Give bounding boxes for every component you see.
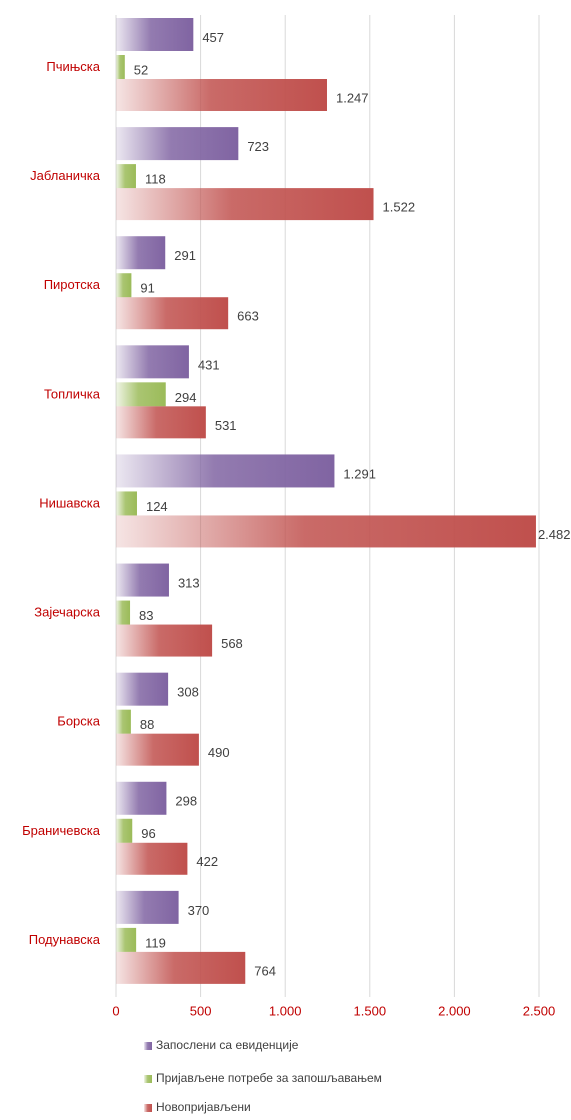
value-label: 119 (145, 935, 166, 950)
bar (116, 672, 169, 706)
x-tick-label: 2.500 (523, 1003, 556, 1018)
bar (116, 164, 136, 189)
category-label: Пиротска (44, 277, 101, 292)
value-label: 1.291 (343, 466, 376, 481)
value-label: 96 (141, 826, 155, 841)
value-label: 291 (174, 248, 196, 263)
value-label: 663 (237, 309, 259, 324)
bar (116, 236, 166, 270)
legend-swatch (144, 1075, 152, 1083)
bar (116, 515, 536, 548)
bar (116, 890, 179, 924)
value-label: 431 (198, 357, 220, 372)
bar (116, 273, 132, 298)
bar (116, 127, 239, 161)
value-label: 1.247 (336, 90, 369, 105)
bar (116, 18, 194, 51)
x-tick-label: 2.000 (438, 1003, 471, 1018)
value-label: 568 (221, 636, 243, 651)
category-label: Пчињска (46, 59, 100, 74)
bar (116, 624, 213, 657)
bar (116, 297, 229, 330)
bar (116, 406, 206, 439)
value-label: 490 (208, 745, 230, 760)
bar (116, 927, 137, 952)
value-label: 124 (146, 499, 168, 514)
bar (116, 491, 137, 516)
value-label: 457 (202, 30, 224, 45)
bar (116, 563, 169, 597)
value-label: 118 (145, 172, 166, 187)
value-label: 88 (140, 717, 154, 732)
category-label: Јабланичка (30, 168, 101, 183)
legend-swatch (144, 1042, 152, 1050)
value-label: 294 (175, 390, 197, 405)
legend-swatch (144, 1104, 152, 1112)
legend-label: Запослени са евиденције (156, 1038, 299, 1052)
x-tick-label: 1.500 (354, 1003, 387, 1018)
bar (116, 188, 374, 221)
legend-label: Новопријављени (156, 1100, 251, 1114)
bar (116, 951, 246, 984)
category-label: Зајечарска (34, 605, 100, 620)
bar (116, 733, 199, 766)
value-label: 723 (247, 139, 269, 154)
x-tick-label: 1.000 (269, 1003, 302, 1018)
value-label: 764 (254, 963, 276, 978)
value-label: 83 (139, 608, 153, 623)
bar (116, 600, 131, 625)
category-label: Нишавска (39, 495, 101, 510)
value-label: 422 (196, 854, 218, 869)
bar (116, 709, 131, 734)
value-label: 308 (177, 685, 199, 700)
bar (116, 454, 335, 488)
bar (116, 781, 167, 815)
value-label: 91 (140, 281, 154, 296)
category-label: Браничевска (22, 823, 101, 838)
value-label: 298 (175, 794, 197, 809)
bar (116, 345, 189, 379)
bar (116, 842, 188, 875)
category-label: Топличка (44, 386, 101, 401)
bar (116, 79, 327, 111)
value-label: 531 (215, 418, 237, 433)
legend-label: Пријављене потребе за запошљавањем (156, 1071, 382, 1085)
value-label: 370 (188, 903, 210, 918)
x-tick-label: 500 (190, 1003, 212, 1018)
category-label: Подунавска (29, 932, 101, 947)
bar (116, 55, 125, 79)
bar (116, 818, 133, 843)
category-label: Борска (57, 714, 100, 729)
x-tick-label: 0 (112, 1003, 119, 1018)
value-label: 52 (134, 62, 148, 77)
value-label: 313 (178, 575, 200, 590)
value-label: 2.482 (538, 527, 571, 542)
bar (116, 382, 166, 407)
value-label: 1.522 (383, 200, 416, 215)
